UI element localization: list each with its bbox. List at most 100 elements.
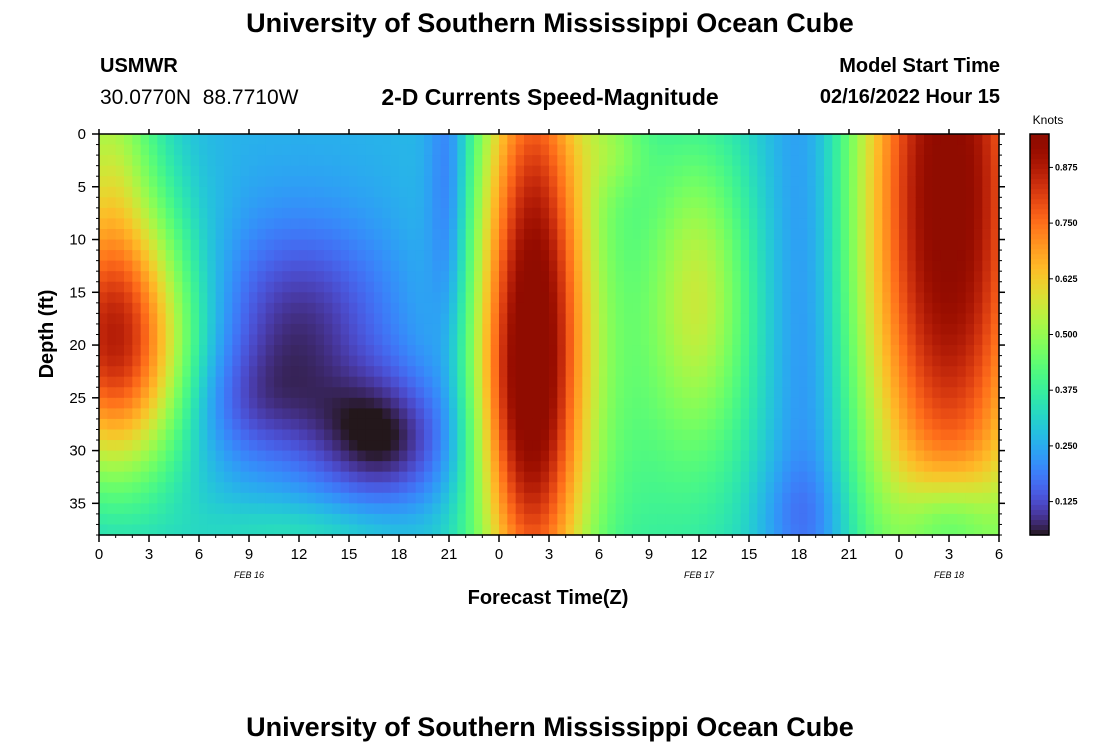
heatmap-cell: [632, 450, 642, 462]
heatmap-cell: [890, 366, 900, 378]
heatmap-cell: [674, 492, 683, 504]
heatmap-cell: [624, 492, 633, 504]
heatmap-cell: [982, 144, 992, 156]
x-tick-label: 12: [291, 546, 308, 563]
colorbar-swatch: [1030, 424, 1049, 431]
heatmap-cell: [282, 186, 292, 198]
y-tick-label: 30: [69, 443, 86, 460]
heatmap-cell: [232, 524, 242, 536]
heatmap-cell: [349, 144, 358, 156]
heatmap-cell: [207, 218, 217, 230]
heatmap-cell: [365, 239, 375, 251]
heatmap-cell: [390, 134, 400, 146]
heatmap-cell: [174, 397, 183, 409]
heatmap-cell: [174, 355, 183, 367]
heatmap-cell: [374, 134, 383, 146]
heatmap-cell: [540, 144, 550, 156]
heatmap-cell: [399, 218, 408, 230]
heatmap-cell: [799, 376, 808, 388]
heatmap-cell: [265, 165, 275, 177]
heatmap-cell: [424, 260, 433, 272]
heatmap-cell: [765, 492, 775, 504]
heatmap-cell: [207, 281, 217, 293]
heatmap-cell: [807, 239, 817, 251]
heatmap-cell: [707, 134, 717, 146]
heatmap-cell: [449, 186, 458, 198]
heatmap-cell: [299, 408, 308, 420]
heatmap-cell: [782, 387, 792, 399]
heatmap-cell: [449, 524, 458, 536]
heatmap-cell: [282, 513, 292, 526]
heatmap-cell: [157, 250, 167, 262]
heatmap-cell: [340, 440, 350, 452]
heatmap-cell: [982, 376, 992, 388]
heatmap-cell: [549, 492, 558, 504]
heatmap-cell: [840, 313, 850, 325]
heatmap-cell: [907, 323, 917, 336]
heatmap-cell: [265, 524, 275, 536]
heatmap-cell: [349, 218, 358, 230]
heatmap-cell: [357, 450, 367, 462]
heatmap-cell: [474, 176, 483, 188]
heatmap-cell: [265, 176, 275, 188]
heatmap-cell: [582, 176, 592, 188]
heatmap-cell: [107, 366, 117, 378]
heatmap-cell: [832, 345, 842, 357]
heatmap-cell: [682, 366, 692, 378]
heatmap-cell: [749, 281, 758, 293]
heatmap-cell: [265, 408, 275, 420]
heatmap-cell: [449, 165, 458, 177]
heatmap-cell: [490, 144, 500, 156]
heatmap-cell: [315, 355, 325, 367]
heatmap-cell: [124, 408, 133, 420]
heatmap-cell: [590, 366, 600, 378]
heatmap-cell: [465, 440, 475, 452]
heatmap-cell: [465, 492, 475, 504]
heatmap-cell: [740, 376, 750, 388]
heatmap-cell: [382, 408, 392, 420]
heatmap-cell: [682, 450, 692, 462]
heatmap-cell: [707, 250, 717, 262]
heatmap-cell: [615, 281, 625, 293]
heatmap-cell: [357, 155, 367, 167]
heatmap-cell: [174, 228, 183, 241]
heatmap-cell: [965, 281, 975, 293]
heatmap-cell: [899, 376, 908, 388]
heatmap-cell: [124, 334, 133, 346]
heatmap-cell: [890, 186, 900, 198]
heatmap-cell: [949, 345, 958, 357]
heatmap-cell: [949, 397, 958, 409]
colorbar-swatch: [1030, 519, 1049, 526]
heatmap-cell: [890, 408, 900, 420]
heatmap-cell: [799, 450, 808, 462]
heatmap-cell: [590, 250, 600, 262]
heatmap-cell: [140, 366, 150, 378]
heatmap-cell: [674, 176, 683, 188]
heatmap-cell: [415, 155, 425, 167]
heatmap-cell: [665, 471, 675, 483]
heatmap-cell: [115, 366, 125, 378]
heatmap-cell: [157, 302, 167, 314]
heatmap-cell: [315, 429, 325, 441]
heatmap-cell: [590, 524, 600, 536]
heatmap-cell: [290, 239, 300, 251]
heatmap-cell: [532, 450, 542, 462]
heatmap-cell: [274, 176, 283, 188]
heatmap-cell: [382, 376, 392, 388]
heatmap-cell: [774, 239, 783, 251]
heatmap-cell: [240, 271, 250, 283]
heatmap-cell: [232, 482, 242, 494]
heatmap-cell: [399, 134, 408, 146]
heatmap-cell: [565, 440, 575, 452]
colorbar-swatch: [1030, 494, 1049, 501]
heatmap-cell: [782, 271, 792, 283]
heatmap-cell: [974, 429, 983, 441]
heatmap-cell: [832, 155, 842, 167]
heatmap-cell: [715, 366, 725, 378]
heatmap-cell: [624, 524, 633, 536]
heatmap-cell: [624, 271, 633, 283]
heatmap-cell: [224, 334, 233, 346]
heatmap-cell: [215, 471, 225, 483]
heatmap-cell: [915, 218, 925, 230]
heatmap-cell: [99, 461, 108, 473]
